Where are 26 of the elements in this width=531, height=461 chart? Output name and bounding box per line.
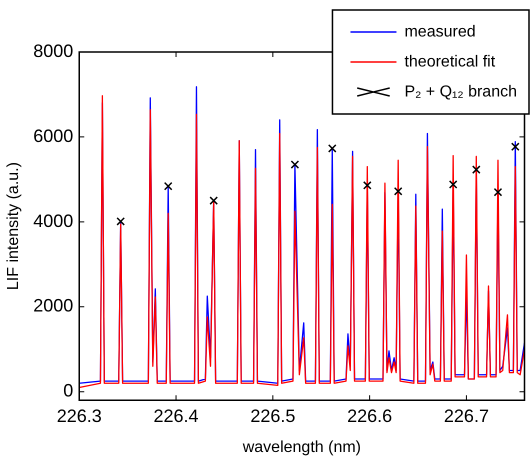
x-tick-label: 226.6: [347, 406, 392, 426]
y-tick-label: 4000: [33, 210, 74, 231]
y-tick-label: 0: [63, 380, 74, 401]
legend-label: P₂ + Q₁₂ branch: [404, 83, 518, 100]
point: [164, 182, 172, 190]
y-tick-label: 6000: [33, 126, 74, 146]
legend-label: measured: [404, 23, 476, 40]
x-tick-label: 226.4: [154, 406, 199, 426]
point: [328, 144, 337, 153]
point: [472, 165, 481, 174]
point: [290, 160, 300, 169]
point: [448, 180, 458, 189]
x-tick-label: 226.3: [56, 406, 102, 426]
y-tick-label: 8000: [33, 40, 74, 61]
point: [363, 181, 372, 190]
y-axis-title: LIF intensity (a.u.): [5, 162, 22, 290]
point: [494, 188, 502, 196]
point: [116, 217, 125, 226]
point: [394, 186, 402, 196]
legend-label: theoretical fit: [404, 53, 496, 70]
x-tick-label: 226.7: [444, 406, 489, 426]
point: [209, 196, 218, 205]
x-tick-label: 226.5: [250, 406, 296, 426]
y-tick-label: 2000: [33, 296, 74, 316]
x-axis-title: wavelength (nm): [242, 438, 362, 456]
point: [511, 142, 520, 151]
